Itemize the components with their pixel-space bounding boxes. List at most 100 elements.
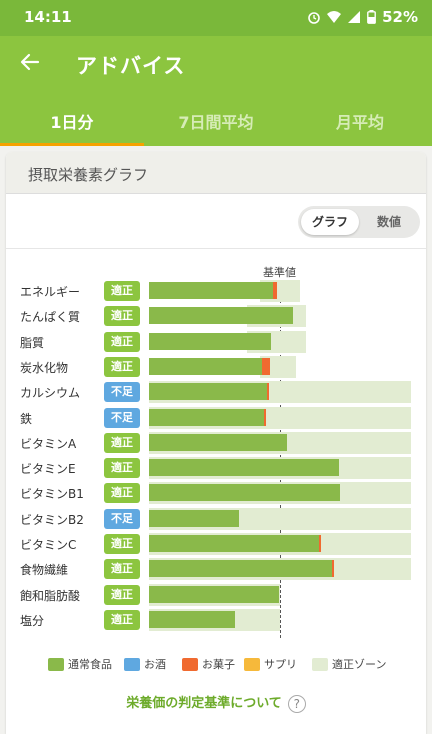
nutrient-row: 炭水化物 適正: [6, 355, 426, 378]
legend-swatch: [312, 657, 328, 671]
intake-bar: [149, 408, 265, 426]
nutrient-name: たんぱく質: [20, 310, 81, 325]
nutrient-row: 脂質 適正: [6, 330, 426, 353]
back-arrow-icon[interactable]: [18, 50, 42, 74]
intake-bar: [149, 585, 279, 603]
wifi-icon: [327, 10, 342, 24]
legend-swatch: [124, 657, 140, 671]
tab-seven-day-average[interactable]: 7日間平均: [178, 113, 254, 132]
intake-bar: [149, 484, 341, 502]
intake-bar: [149, 433, 287, 451]
nutrient-row: ビタミンB1 適正: [6, 482, 426, 505]
divider: [6, 248, 426, 249]
intake-bar: [149, 383, 267, 401]
legend-item: お菓子: [182, 656, 235, 672]
view-toggle: グラフ 数値: [298, 206, 420, 238]
nutrient-name: ビタミンB2: [20, 512, 84, 527]
legend-label: 適正ゾーン: [332, 658, 387, 671]
nutrient-name: カルシウム: [20, 386, 81, 401]
legend-label: 通常食品: [68, 658, 112, 671]
legend-swatch: [244, 657, 260, 671]
alarm-icon: [307, 10, 321, 24]
nutrient-row: 食物繊維 適正: [6, 558, 426, 581]
snack-bar: [332, 560, 335, 578]
card-header: 摂取栄養素グラフ: [6, 152, 426, 194]
status-badge: 適正: [104, 331, 140, 352]
status-icons: 52%: [307, 8, 418, 26]
nutrient-row: ビタミンE 適正: [6, 457, 426, 480]
nutrient-name: 炭水化物: [20, 360, 69, 375]
legend-item: お酒: [124, 656, 166, 672]
intake-bar: [149, 610, 236, 628]
legend-swatch: [48, 657, 64, 671]
toggle-graph[interactable]: グラフ: [301, 209, 359, 235]
intake-bar: [149, 332, 271, 350]
status-badge: 適正: [104, 584, 140, 605]
nutrient-name: ビタミンE: [20, 462, 76, 477]
battery-icon: [367, 10, 376, 24]
nutrient-row: カルシウム 不足: [6, 381, 426, 404]
toggle-numeric[interactable]: 数値: [376, 215, 401, 229]
status-badge: 適正: [104, 483, 140, 504]
intake-bar: [149, 535, 320, 552]
intake-bar: [149, 459, 339, 477]
nutrient-card: 摂取栄養素グラフ グラフ 数値 基準値 エネルギー 適正 たんぱく質 適正 脂質 適正 炭水…: [6, 152, 426, 734]
criteria-link-label: 栄養価の判定基準について: [126, 696, 282, 711]
status-badge: 適正: [104, 458, 140, 479]
nutrient-row: たんぱく質 適正: [6, 305, 426, 328]
tab-one-day[interactable]: 1日分: [0, 92, 144, 146]
criteria-link[interactable]: 栄養価の判定基準について?: [6, 692, 426, 713]
nutrient-row: 鉄 不足: [6, 406, 426, 429]
legend-swatch: [182, 657, 198, 671]
status-badge: 適正: [104, 356, 140, 377]
app-bar: アドバイス: [0, 36, 432, 92]
status-badge: 不足: [104, 407, 140, 428]
nutrient-chart: 基準値 エネルギー 適正 たんぱく質 適正 脂質 適正 炭水化物 適正 カルシウム 不足鉄不足 ビタ…: [6, 260, 426, 640]
status-badge: 不足: [104, 382, 140, 403]
snack-bar: [266, 383, 269, 401]
reference-label: 基準値: [263, 266, 296, 279]
nutrient-row: ビタミンA 適正: [6, 431, 426, 454]
snack-bar: [261, 357, 270, 375]
nutrient-name: 食物繊維: [20, 563, 69, 578]
legend-label: サプリ: [264, 658, 297, 671]
nutrient-name: 塩分: [20, 613, 45, 628]
period-tabs: 1日分 7日間平均 月平均: [0, 92, 432, 146]
status-bar: 14:11 52%: [0, 0, 432, 36]
intake-bar: [149, 307, 294, 325]
section-title: 摂取栄養素グラフ: [28, 166, 149, 184]
nutrient-name: 鉄: [20, 411, 33, 426]
status-badge: 適正: [104, 432, 140, 453]
nutrient-row: エネルギー 適正: [6, 280, 426, 302]
signal-icon: [347, 10, 361, 24]
status-badge: 不足: [104, 508, 140, 529]
legend-item: サプリ: [244, 656, 297, 672]
help-icon[interactable]: ?: [287, 694, 306, 713]
intake-bar: [149, 357, 262, 375]
nutrient-row: 塩分 適正: [6, 608, 426, 631]
legend-item: 通常食品: [48, 656, 112, 672]
status-badge: 適正: [104, 559, 140, 580]
snack-bar: [273, 282, 278, 299]
page-title: アドバイス: [76, 54, 186, 78]
legend-label: お菓子: [202, 658, 235, 671]
battery-percent: 52%: [382, 8, 418, 26]
status-time: 14:11: [24, 8, 72, 26]
status-badge: 適正: [104, 306, 140, 327]
nutrient-row: ビタミンB2 不足: [6, 507, 426, 530]
intake-bar: [149, 282, 274, 299]
nutrient-name: 飽和脂肪酸: [20, 588, 81, 603]
nutrient-row: ビタミンC 適正: [6, 533, 426, 555]
snack-bar: [319, 535, 322, 552]
nutrient-row: 飽和脂肪酸 適正: [6, 583, 426, 606]
chart-legend: 通常食品 お酒 お菓子 サプリ 適正ゾーン: [6, 654, 426, 674]
status-badge: 適正: [104, 281, 140, 301]
intake-bar: [149, 560, 333, 578]
nutrient-name: ビタミンC: [20, 538, 77, 552]
nutrient-name: ビタミンA: [20, 436, 77, 451]
intake-bar: [149, 509, 240, 527]
legend-label: お酒: [144, 658, 166, 671]
status-badge: 適正: [104, 609, 140, 630]
tab-monthly-average[interactable]: 月平均: [335, 113, 384, 132]
nutrient-name: ビタミンB1: [20, 487, 84, 502]
